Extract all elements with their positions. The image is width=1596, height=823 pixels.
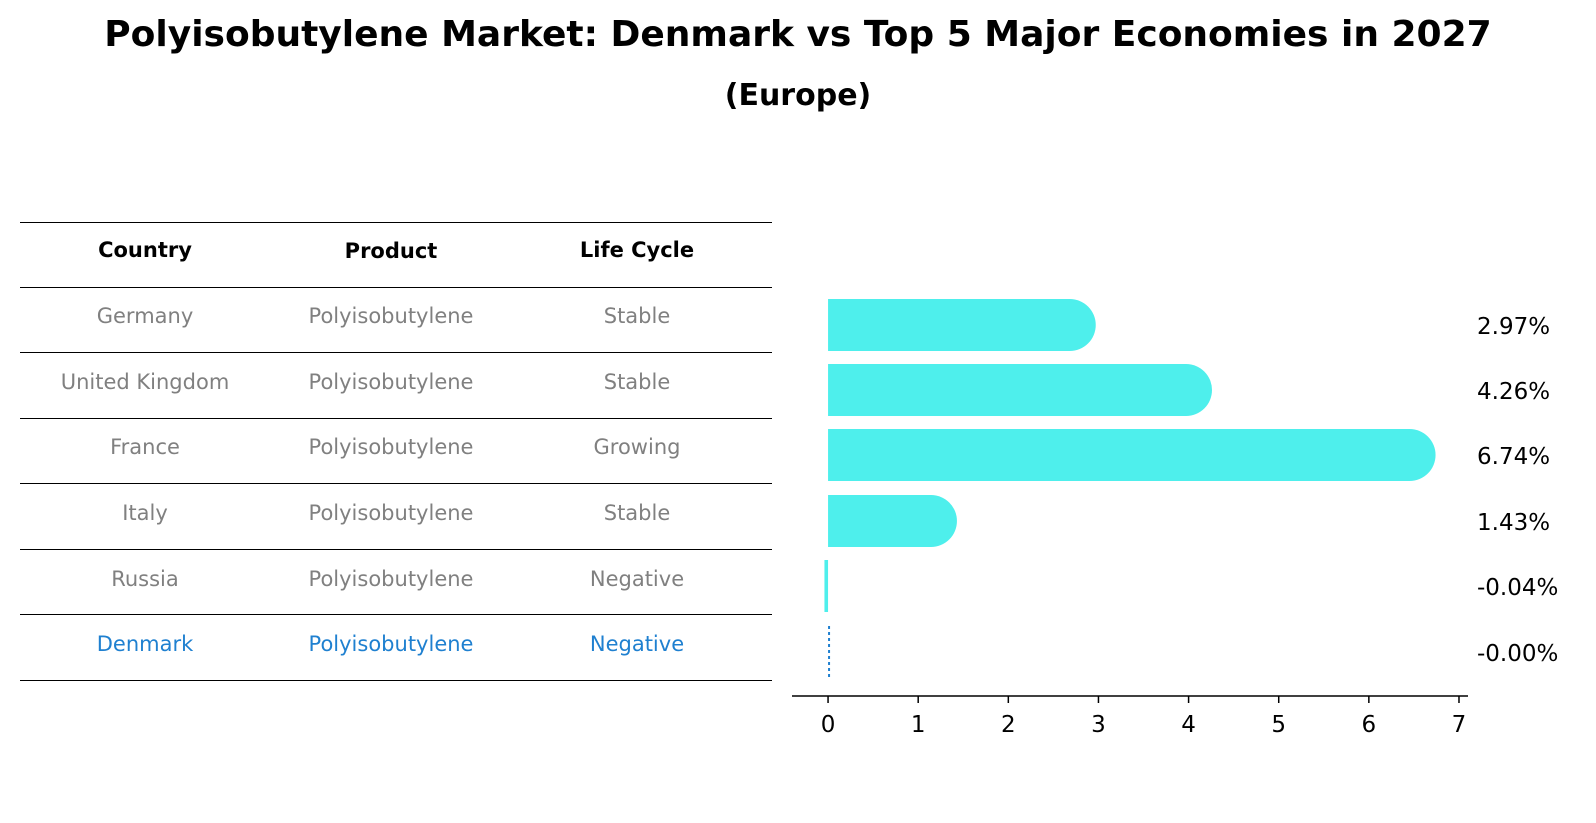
row-country: Russia xyxy=(111,567,179,591)
row-product: Polyisobutylene xyxy=(308,567,474,591)
row-country: Germany xyxy=(96,304,194,328)
x-tick-label: 6 xyxy=(1362,712,1377,738)
bar xyxy=(828,364,1212,416)
bar xyxy=(828,299,1096,351)
row-life-cycle: Negative xyxy=(589,567,685,591)
row-life-cycle: Stable xyxy=(603,501,671,525)
row-product: Polyisobutylene xyxy=(308,632,474,656)
x-tick-label: 1 xyxy=(911,712,926,738)
chart-title: Polyisobutylene Market: Denmark vs Top 5… xyxy=(104,14,1492,55)
bar-value-label: -0.00% xyxy=(1477,641,1558,667)
bar-value-label: 1.43% xyxy=(1477,510,1550,536)
x-tick-label: 5 xyxy=(1271,712,1286,738)
x-tick-label: 7 xyxy=(1452,712,1467,738)
row-product: Polyisobutylene xyxy=(308,501,474,525)
bar-value-label: 6.74% xyxy=(1477,444,1550,470)
row-divider xyxy=(20,352,772,353)
row-product: Polyisobutylene xyxy=(308,370,474,394)
row-country: Italy xyxy=(122,501,168,525)
row-product: Polyisobutylene xyxy=(308,435,474,459)
row-divider xyxy=(20,418,772,419)
header-country: Country xyxy=(98,238,192,262)
bar-value-label: -0.04% xyxy=(1477,575,1558,601)
bar xyxy=(824,560,829,612)
bar xyxy=(828,429,1436,481)
row-country: France xyxy=(110,435,180,459)
row-life-cycle: Growing xyxy=(593,435,681,459)
header-product: Product xyxy=(344,239,438,263)
row-divider xyxy=(20,549,772,550)
x-tick-label: 2 xyxy=(1001,712,1016,738)
row-product: Polyisobutylene xyxy=(308,304,474,328)
row-divider xyxy=(20,614,772,615)
bar-value-label: 2.97% xyxy=(1477,314,1550,340)
header-life-cycle: Life Cycle xyxy=(579,238,695,262)
bar-value-label: 4.26% xyxy=(1477,379,1550,405)
row-life-cycle: Stable xyxy=(603,304,671,328)
table-bottom-border xyxy=(20,680,772,681)
x-tick-label: 4 xyxy=(1181,712,1196,738)
row-life-cycle: Negative xyxy=(589,632,685,656)
x-tick-label: 0 xyxy=(821,712,836,738)
row-divider xyxy=(20,483,772,484)
row-country: Denmark xyxy=(96,632,194,656)
bar xyxy=(828,495,957,547)
table-top-border xyxy=(20,222,772,223)
row-life-cycle: Stable xyxy=(603,370,671,394)
chart-subtitle: (Europe) xyxy=(724,78,872,113)
row-country: United Kingdom xyxy=(60,370,230,394)
x-tick-label: 3 xyxy=(1091,712,1106,738)
header-divider xyxy=(20,287,772,288)
